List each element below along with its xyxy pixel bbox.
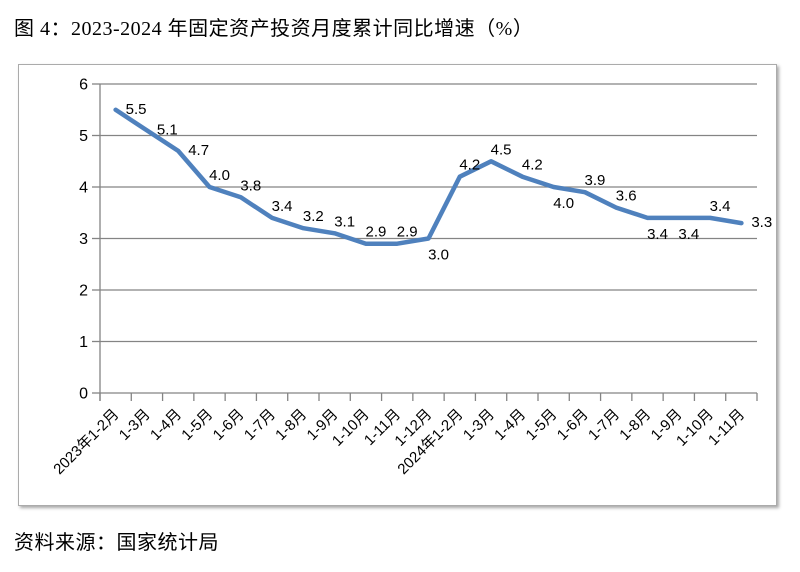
y-tick-label: 2 <box>79 283 88 300</box>
category-label: 1-7月 <box>585 406 623 444</box>
y-tick-label: 5 <box>79 128 88 145</box>
data-label: 5.5 <box>126 101 147 118</box>
data-label: 3.4 <box>272 198 293 215</box>
data-label: 2.9 <box>365 224 386 241</box>
category-label: 1-11月 <box>705 406 748 449</box>
category-label: 1-3月 <box>116 406 154 444</box>
category-label: 1-3月 <box>460 406 498 444</box>
data-line <box>113 107 744 246</box>
data-label: 3.4 <box>647 226 668 243</box>
data-label: 3.6 <box>616 188 637 205</box>
data-label: 3.2 <box>303 208 324 225</box>
category-label: 1-6月 <box>210 406 248 444</box>
data-label: 4.5 <box>491 141 512 158</box>
data-label: 3.8 <box>240 177 261 194</box>
category-label: 1-4月 <box>147 406 185 444</box>
data-label: 4.2 <box>459 157 480 174</box>
y-tick-label: 3 <box>79 231 88 248</box>
category-label: 1-7月 <box>241 406 279 444</box>
data-label: 5.1 <box>157 121 178 138</box>
data-label: 3.4 <box>678 226 699 243</box>
data-label: 4.2 <box>522 157 543 174</box>
y-tick-label: 1 <box>79 334 88 351</box>
category-label: 1-5月 <box>523 406 561 444</box>
y-tick-label: 0 <box>79 386 88 403</box>
data-label: 2.9 <box>397 224 418 241</box>
category-label: 1-5月 <box>178 406 216 444</box>
data-label: 3.4 <box>710 198 731 215</box>
category-label: 1-8月 <box>616 406 654 444</box>
y-tick-label: 4 <box>79 180 88 197</box>
data-label: 3.9 <box>584 172 605 189</box>
chart-frame: 0 1 2 3 4 5 6 5.5 5.1 4.7 4.0 3.8 3.4 3.2 3.1 2.9 2.9 3.0… <box>18 64 777 506</box>
y-tick-label: 6 <box>79 77 88 94</box>
category-label: 2023年1-2月 <box>50 406 122 478</box>
source-note: 资料来源：国家统计局 <box>14 532 219 554</box>
data-label: 4.0 <box>553 195 574 212</box>
chart-title: 图 4：2023-2024 年固定资产投资月度累计同比增速（%） <box>14 18 534 40</box>
data-label: 4.0 <box>209 167 230 184</box>
category-label: 1-6月 <box>554 406 592 444</box>
category-label: 1-4月 <box>491 406 529 444</box>
data-label: 4.7 <box>188 142 209 159</box>
data-label: 3.1 <box>334 213 355 230</box>
category-label: 1-8月 <box>272 406 310 444</box>
data-label: 3.3 <box>751 214 772 231</box>
data-label: 3.0 <box>428 247 449 264</box>
